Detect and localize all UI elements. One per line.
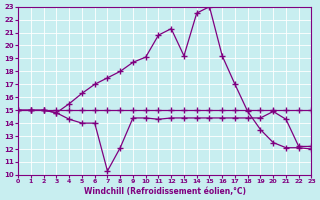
X-axis label: Windchill (Refroidissement éolien,°C): Windchill (Refroidissement éolien,°C) [84, 187, 246, 196]
